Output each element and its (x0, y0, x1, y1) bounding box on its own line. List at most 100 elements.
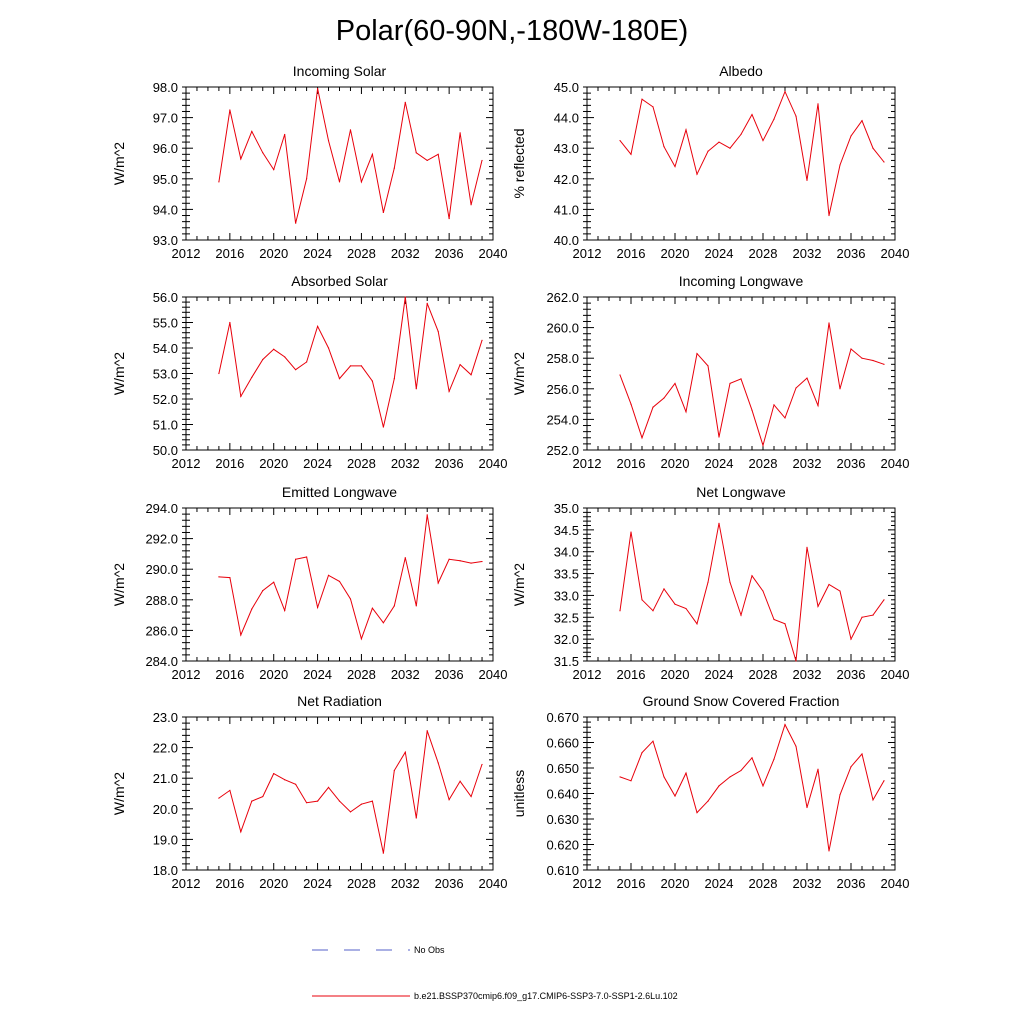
data-point (371, 607, 373, 609)
data-point (619, 139, 621, 142)
data-point (762, 590, 764, 592)
y-tick-label: 43.0 (554, 141, 579, 156)
data-point (652, 406, 654, 408)
data-point (740, 614, 742, 616)
y-tick-label: 56.0 (153, 290, 178, 305)
y-tick-label: 252.0 (546, 443, 579, 458)
data-point (415, 817, 417, 819)
data-point (806, 806, 808, 809)
x-tick-label: 2016 (215, 456, 244, 471)
y-tick-label: 284.0 (145, 654, 178, 669)
data-point (806, 546, 808, 548)
y-tick-label: 0.620 (546, 838, 579, 853)
data-point (696, 353, 698, 355)
x-tick-label: 2032 (793, 456, 822, 471)
y-tick-label: 0.660 (546, 736, 579, 751)
data-point (251, 608, 253, 610)
data-point (448, 558, 450, 560)
y-tick-label: 45.0 (554, 80, 579, 95)
plot-frame (586, 507, 896, 662)
y-tick-label: 0.640 (546, 787, 579, 802)
data-point (404, 557, 406, 559)
y-tick-label: 20.0 (153, 802, 178, 817)
data-point (393, 167, 395, 169)
data-point (295, 369, 297, 371)
data-point (229, 109, 231, 111)
x-tick-label: 2020 (259, 667, 288, 682)
x-tick-label: 2028 (749, 876, 778, 891)
data-point (839, 794, 841, 796)
data-point (773, 118, 775, 120)
data-point (393, 378, 395, 380)
data-point (437, 153, 439, 155)
panel-4: 2012 2016 2020 2024 2028 2032 2036 2040 252.0 254… (511, 273, 909, 471)
y-tick-label: 288.0 (145, 593, 178, 608)
y-tick-label: 19.0 (153, 832, 178, 847)
y-tick-label: 258.0 (546, 351, 579, 366)
y-tick-label: 42.0 (554, 172, 579, 187)
data-point (229, 321, 231, 324)
data-point (459, 560, 461, 562)
data-point (218, 576, 220, 578)
data-point (262, 795, 264, 798)
data-point (295, 558, 297, 560)
data-point (685, 129, 687, 131)
x-tick-label: 2016 (215, 876, 244, 891)
y-tick-label: 34.5 (554, 523, 579, 538)
data-point (696, 812, 698, 814)
y-tick-label: 262.0 (546, 290, 579, 305)
data-point (872, 359, 874, 362)
x-tick-label: 2028 (749, 456, 778, 471)
data-point (306, 556, 308, 558)
panel-5: 2012 2016 2020 2024 2028 2032 2036 2040 284.0 286… (111, 484, 507, 682)
data-point (663, 588, 665, 590)
data-point (718, 141, 720, 143)
data-point (751, 575, 753, 577)
data-point (284, 356, 286, 358)
data-point (240, 634, 242, 636)
data-point (806, 377, 808, 379)
data-point (839, 590, 841, 592)
x-tick-label: 2028 (347, 246, 376, 261)
y-tick-label: 256.0 (546, 382, 579, 397)
data-point (674, 382, 676, 385)
data-point (828, 583, 830, 586)
data-point (448, 799, 450, 801)
x-tick-label: 2040 (881, 456, 910, 471)
x-tick-label: 2040 (881, 246, 910, 261)
y-tick-label: 290.0 (145, 562, 178, 577)
data-point (295, 222, 297, 224)
data-point (229, 789, 231, 792)
data-point (828, 214, 830, 217)
x-tick-label: 2024 (303, 667, 332, 682)
data-point (240, 395, 242, 398)
x-tick-label: 2020 (661, 876, 690, 891)
data-point (740, 133, 742, 136)
data-point (817, 103, 819, 105)
data-point (426, 514, 428, 516)
data-point (459, 132, 461, 134)
data-point (663, 146, 665, 148)
data-point (338, 580, 341, 583)
data-point (316, 325, 319, 327)
x-tick-label: 2020 (259, 876, 288, 891)
y-tick-label: 96.0 (153, 141, 178, 156)
series-line (218, 296, 483, 428)
y-tick-label: 254.0 (546, 412, 579, 427)
x-tick-label: 2012 (172, 876, 201, 891)
series-line (619, 723, 885, 851)
x-tick-label: 2040 (881, 667, 910, 682)
x-tick-label: 2020 (259, 246, 288, 261)
data-point (262, 152, 264, 154)
y-tick-label: 33.0 (554, 588, 579, 603)
data-point (707, 800, 709, 802)
x-tick-label: 2012 (573, 246, 602, 261)
legend-model-label: b.e21.BSSP370cmip6.f09_g17.CMIP6-SSP3-7.… (414, 991, 678, 1001)
y-axis-label: W/m^2 (111, 352, 127, 395)
data-point (426, 302, 428, 304)
data-point (437, 330, 439, 333)
data-point (652, 106, 654, 108)
y-tick-label: 260.0 (546, 321, 579, 336)
data-point (883, 780, 885, 782)
data-point (685, 607, 687, 610)
